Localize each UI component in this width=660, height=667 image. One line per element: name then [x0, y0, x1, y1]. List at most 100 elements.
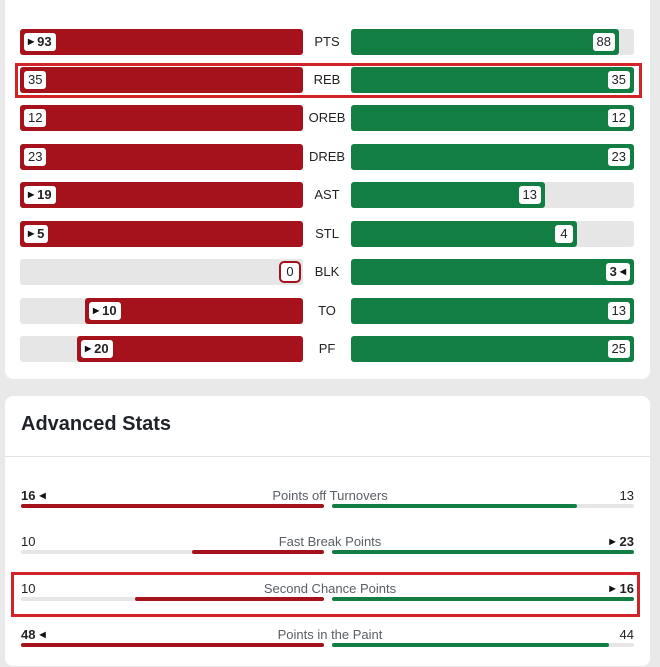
right-team-bar-track	[332, 643, 634, 647]
left-team-bar-track	[21, 504, 324, 508]
right-team-value-text: 23	[619, 534, 634, 549]
right-team-value: ▶ 16	[609, 581, 634, 597]
left-team-bar-track	[21, 597, 324, 601]
left-team-value-text: 5	[37, 226, 45, 241]
right-team-value: 13	[516, 184, 543, 206]
left-team-bar-track: 0	[20, 259, 303, 285]
advanced-stat-label: Points off Turnovers	[272, 488, 388, 503]
leader-arrow-icon: ▶	[28, 190, 35, 199]
right-team-value-text: 44	[619, 627, 634, 642]
left-team-value-text: 48	[21, 627, 36, 642]
left-team-value: 23	[22, 146, 49, 168]
left-team-value: 0	[279, 261, 301, 283]
right-team-bar-track	[332, 550, 634, 554]
advanced-stat-label: Second Chance Points	[263, 581, 397, 596]
right-team-bar	[351, 144, 634, 170]
right-team-bar	[351, 336, 634, 362]
right-team-bar-track: 25	[351, 336, 634, 362]
right-team-value-text: 4	[560, 226, 568, 241]
right-team-bar-track: 13	[351, 182, 634, 208]
left-team-value: 35	[22, 69, 49, 91]
left-team-bar	[21, 504, 324, 508]
left-team-value-text: 19	[37, 187, 52, 202]
right-team-bar-track: 23	[351, 144, 634, 170]
right-team-value: 44	[620, 627, 634, 643]
left-team-bar	[77, 336, 303, 362]
leader-arrow-icon: ▶	[28, 229, 35, 238]
right-team-bar-track: 12	[351, 105, 634, 131]
stat-label: DREB	[308, 149, 346, 164]
right-team-value-text: 13	[619, 488, 634, 503]
left-team-bar-track: ▶ 20	[20, 336, 303, 362]
right-team-bar-track	[332, 597, 634, 601]
divider	[5, 456, 650, 457]
right-team-bar-track	[332, 504, 634, 508]
stat-row-dreb: 23 DREB 23	[0, 144, 660, 170]
left-team-value: ▶ 5	[22, 223, 51, 245]
left-team-value: ▶ 19	[22, 184, 58, 206]
right-team-value: 13	[620, 488, 634, 504]
left-team-bar	[20, 144, 303, 170]
right-team-value: 3 ◀	[603, 261, 632, 283]
left-team-value-text: 10	[102, 303, 117, 318]
right-team-value-text: 16	[619, 581, 634, 596]
advanced-stats-title: Advanced Stats	[21, 413, 172, 435]
left-team-value: 10	[21, 581, 35, 597]
right-team-value-text: 13	[611, 303, 626, 318]
right-team-bar	[351, 221, 577, 247]
stat-row-reb: 35 REB 35	[0, 67, 660, 93]
right-team-value: 23	[605, 146, 632, 168]
left-team-bar	[21, 643, 324, 647]
advanced-row-points-in-the-paint: 48 ◀ Points in the Paint 44	[0, 627, 660, 667]
right-team-value: ▶ 23	[609, 534, 634, 550]
advanced-row-fast-break-points: 10 Fast Break Points ▶ 23	[0, 534, 660, 574]
left-team-value-text: 35	[28, 72, 43, 87]
right-team-bar-track: 13	[351, 298, 634, 324]
left-team-value-text: 16	[21, 488, 36, 503]
right-team-value-text: 25	[611, 341, 626, 356]
left-team-bar-track	[21, 643, 324, 647]
right-team-bar	[332, 550, 634, 554]
left-team-value: 48 ◀	[21, 627, 46, 643]
leader-arrow-icon: ◀	[39, 491, 46, 500]
right-team-bar-track: 4	[351, 221, 634, 247]
left-team-value-text: 12	[28, 110, 43, 125]
left-team-bar	[192, 550, 324, 554]
right-team-bar	[332, 597, 634, 601]
right-team-bar-track: 35	[351, 67, 634, 93]
left-team-bar-track: ▶ 93	[20, 29, 303, 55]
left-team-bar-track: 12	[20, 105, 303, 131]
right-team-bar-track: 88	[351, 29, 634, 55]
left-team-bar	[20, 67, 303, 93]
stat-label: BLK	[314, 264, 340, 279]
stat-row-pf: ▶ 20 PF 25	[0, 336, 660, 362]
left-team-bar	[135, 597, 324, 601]
left-team-bar-track: ▶ 19	[20, 182, 303, 208]
stat-row-pts: ▶ 93 PTS 88	[0, 29, 660, 55]
right-team-value-text: 35	[611, 72, 626, 87]
advanced-row-points-off-turnovers: 16 ◀ Points off Turnovers 13	[0, 488, 660, 528]
right-team-bar	[351, 298, 634, 324]
highlight-box-reb	[15, 63, 642, 98]
left-team-value: 10	[21, 534, 35, 550]
stat-row-blk: 0 BLK 3 ◀	[0, 259, 660, 285]
left-team-value: 16 ◀	[21, 488, 46, 504]
leader-arrow-icon: ▶	[85, 344, 92, 353]
highlight-box-second-chance	[11, 572, 640, 617]
right-team-value: 88	[590, 31, 617, 53]
left-team-bar	[20, 182, 303, 208]
right-team-bar	[332, 643, 609, 647]
right-team-value-text: 12	[611, 110, 626, 125]
stat-row-to: ▶ 10 TO 13	[0, 298, 660, 324]
leader-arrow-icon: ▶	[28, 37, 35, 46]
right-team-value-text: 3	[609, 264, 617, 279]
right-team-value: 25	[605, 338, 632, 360]
left-team-bar	[20, 221, 303, 247]
right-team-value-text: 88	[596, 34, 611, 49]
left-team-bar-track	[21, 550, 324, 554]
left-team-bar	[20, 29, 303, 55]
left-team-value-text: 20	[94, 341, 109, 356]
left-team-value-text: 0	[286, 264, 294, 279]
left-team-value: ▶ 93	[22, 31, 58, 53]
stat-label: REB	[313, 72, 341, 87]
